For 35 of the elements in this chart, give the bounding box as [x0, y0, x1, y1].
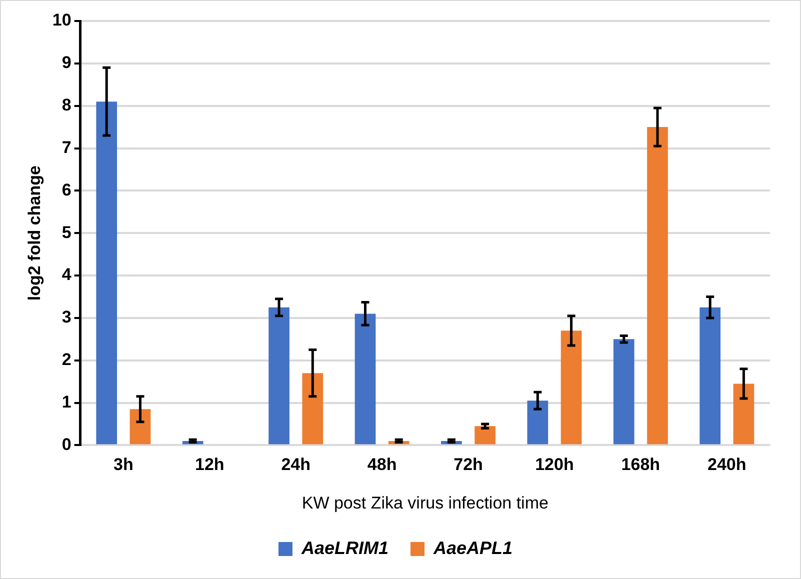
bar [474, 426, 496, 444]
x-tick-label: 168h [621, 455, 660, 474]
y-tick-label: 10 [52, 10, 72, 30]
legend-label: AaeLRIM1 [300, 538, 389, 558]
x-axis-title: KW post Zika virus infection time [302, 493, 548, 512]
bar [268, 307, 290, 444]
y-tick-label: 1 [62, 392, 72, 412]
bar [700, 307, 721, 444]
y-tick-label: 6 [62, 180, 72, 200]
y-tick-label: 4 [62, 265, 72, 284]
y-tick-label: 8 [62, 96, 72, 115]
x-tick-label: 240h [708, 455, 746, 474]
y-tick-label: 3 [62, 308, 72, 327]
y-tick-label: 5 [62, 222, 72, 242]
x-tick-label: 48h [367, 455, 397, 474]
bar [527, 400, 548, 444]
y-tick-label: 9 [62, 53, 72, 72]
y-tick-label: 0 [62, 434, 72, 454]
bar [130, 409, 151, 444]
x-tick-label: 3h [113, 455, 134, 474]
y-tick-label: 7 [62, 138, 72, 157]
x-tick-label: 24h [281, 455, 310, 474]
bar [354, 314, 376, 444]
bar [560, 330, 582, 444]
bar [647, 127, 668, 444]
bar [302, 373, 324, 444]
y-tick-label: 2 [62, 350, 72, 370]
y-axis-title: log2 fold change [24, 166, 44, 301]
x-tick-label: 120h [535, 455, 574, 474]
x-tick-label: 72h [454, 455, 483, 474]
legend-label: AaeAPL1 [432, 538, 513, 558]
bar [733, 384, 754, 444]
x-tick-label: 12h [194, 455, 224, 474]
bar [613, 339, 634, 444]
bar [96, 102, 118, 444]
